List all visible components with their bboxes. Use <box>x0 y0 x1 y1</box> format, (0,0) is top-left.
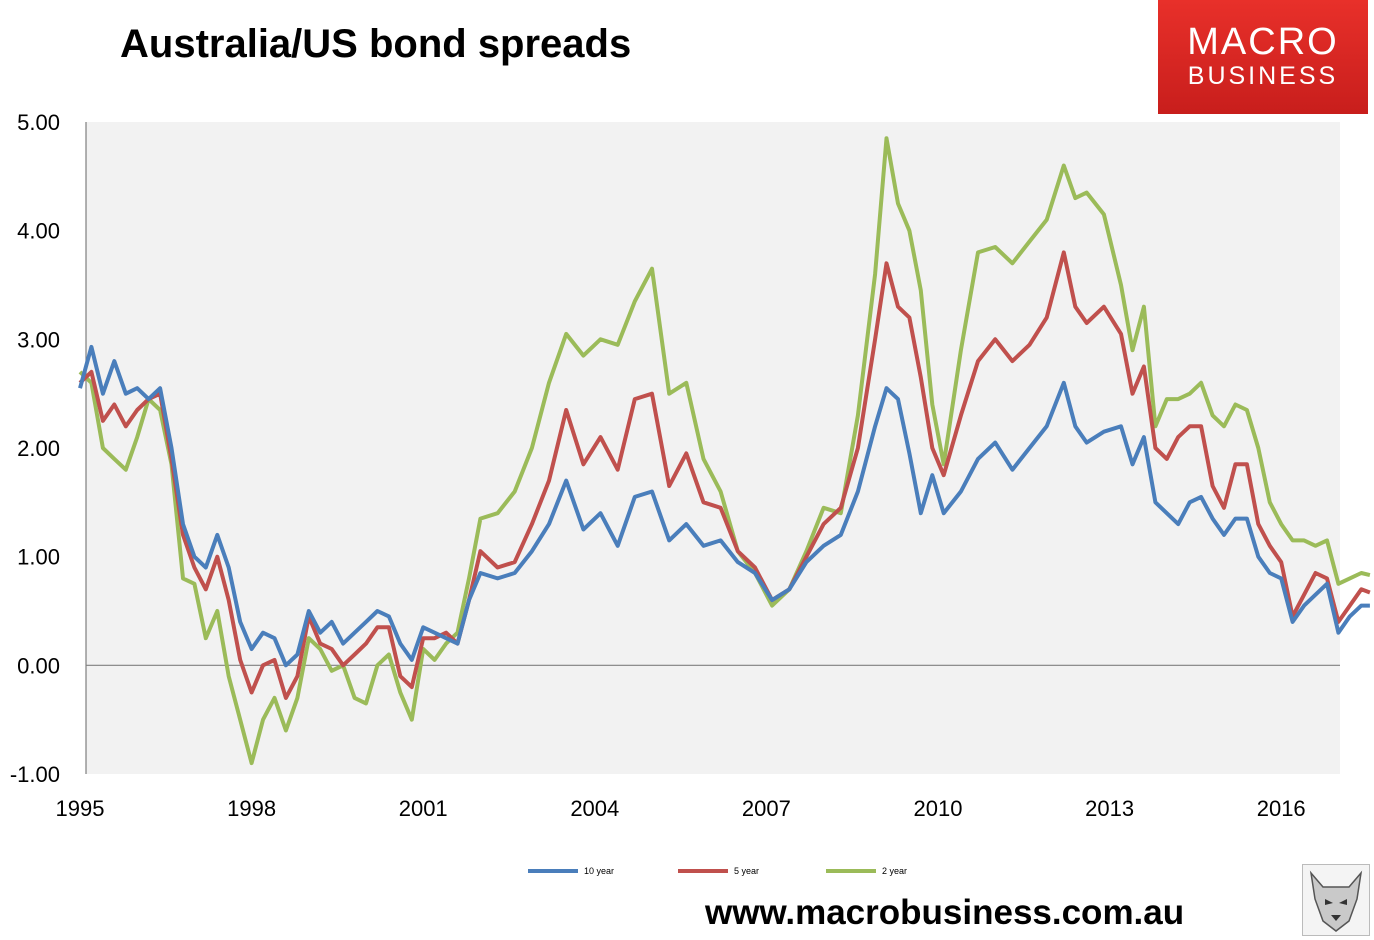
legend-label: 10 year <box>584 866 614 876</box>
series-line-10-year <box>78 344 1370 668</box>
y-tick-label: 3.00 <box>17 327 60 352</box>
x-tick-label: 1995 <box>56 796 105 821</box>
y-tick-label: 1.00 <box>17 545 60 570</box>
x-tick-label: 2004 <box>570 796 619 821</box>
y-tick-label: 0.00 <box>17 653 60 678</box>
series-line-2-year <box>78 136 1371 766</box>
website-url[interactable]: www.macrobusiness.com.au <box>705 893 1185 932</box>
series-line-5-year <box>78 250 1371 700</box>
x-tick-label: 2010 <box>914 796 963 821</box>
wolf-icon <box>1302 864 1370 936</box>
y-tick-label: 4.00 <box>17 219 60 244</box>
macrobusiness-logo[interactable]: MACRO BUSINESS <box>1158 0 1368 114</box>
x-tick-label: 2001 <box>399 796 448 821</box>
x-tick-label: 2016 <box>1257 796 1306 821</box>
legend-label: 5 year <box>734 866 759 876</box>
chart-title: Australia/US bond spreads <box>120 22 632 66</box>
logo-line-1: MACRO <box>1187 21 1339 63</box>
x-tick-label: 2007 <box>742 796 791 821</box>
x-tick-label: 1998 <box>227 796 276 821</box>
y-tick-label: 2.00 <box>17 436 60 461</box>
logo-line-2: BUSINESS <box>1187 62 1339 90</box>
x-tick-label: 2013 <box>1085 796 1134 821</box>
y-tick-label: -1.00 <box>10 762 60 787</box>
y-tick-label: 5.00 <box>17 110 60 135</box>
legend-label: 2 year <box>882 866 907 876</box>
plot-area <box>86 122 1340 774</box>
